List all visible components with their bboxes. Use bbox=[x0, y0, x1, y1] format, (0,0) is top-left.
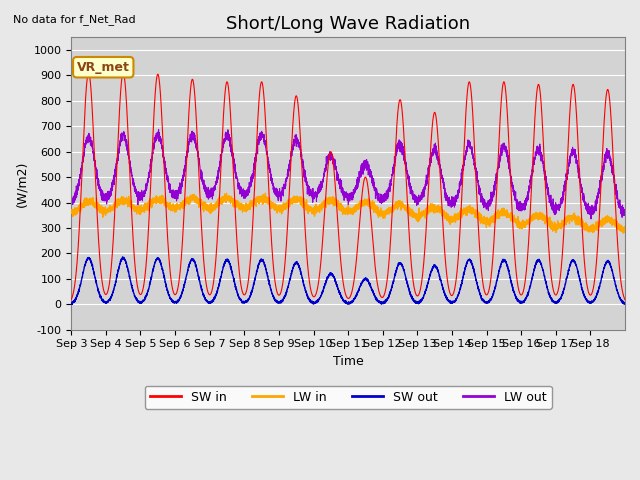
Text: No data for f_Net_Rad: No data for f_Net_Rad bbox=[13, 14, 136, 25]
Legend: SW in, LW in, SW out, LW out: SW in, LW in, SW out, LW out bbox=[145, 385, 552, 408]
Title: Short/Long Wave Radiation: Short/Long Wave Radiation bbox=[226, 15, 470, 33]
X-axis label: Time: Time bbox=[333, 355, 364, 368]
Text: VR_met: VR_met bbox=[77, 61, 130, 74]
Y-axis label: (W/m2): (W/m2) bbox=[15, 160, 28, 207]
